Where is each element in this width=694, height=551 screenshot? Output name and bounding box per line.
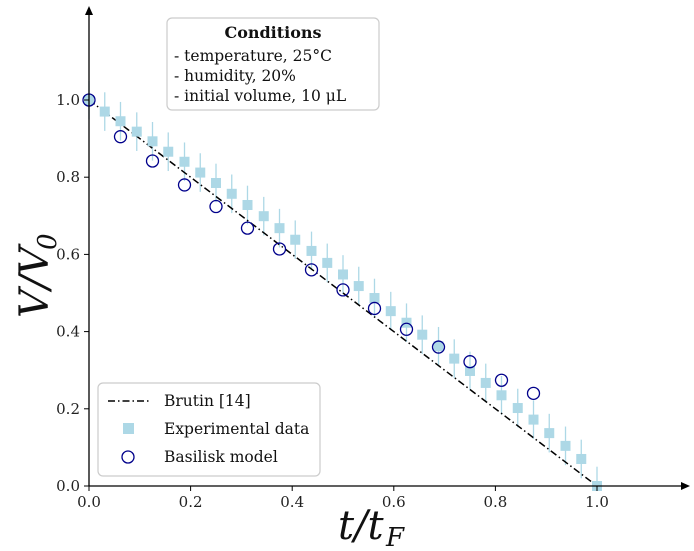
experimental-point xyxy=(226,188,237,199)
y-tick-label: 1.0 xyxy=(56,91,80,109)
experimental-point xyxy=(496,390,507,401)
experimental-point xyxy=(131,126,142,137)
basilisk-point xyxy=(240,221,255,235)
experimental-point xyxy=(147,136,158,147)
svg-text:t/t: t/t xyxy=(338,503,385,549)
experimental-point xyxy=(433,341,444,352)
x-axis-label: t/t F xyxy=(338,503,405,551)
experimental-point xyxy=(449,353,460,364)
experimental-point xyxy=(512,403,523,414)
basilisk-point xyxy=(526,386,541,401)
experimental-point xyxy=(258,211,269,222)
experimental-point xyxy=(544,428,555,439)
experimental-point xyxy=(353,281,364,292)
conditions-title: Conditions xyxy=(224,23,321,42)
series-brutin-line xyxy=(88,99,598,487)
experimental-point xyxy=(290,234,301,245)
basilisk-point xyxy=(177,178,192,192)
legend-label-brutin: Brutin [14] xyxy=(164,392,251,410)
x-tick-label: 0.8 xyxy=(483,493,507,511)
experimental-point xyxy=(211,177,221,188)
basilisk-point xyxy=(367,301,382,316)
basilisk-point xyxy=(399,322,414,336)
x-tick-label: 0.0 xyxy=(77,493,101,511)
basilisk-point xyxy=(463,355,477,369)
y-tick-label: 0.2 xyxy=(56,400,80,418)
experimental-point xyxy=(385,306,396,317)
basilisk-point xyxy=(145,154,160,168)
experimental-point xyxy=(195,167,206,178)
legend-marker-basilisk xyxy=(121,450,135,464)
experimental-point xyxy=(163,146,174,157)
x-tick-label: 1.0 xyxy=(585,493,609,511)
condition-humidity: - humidity, 20% xyxy=(174,67,296,85)
experimental-point xyxy=(417,329,428,340)
y-tick-label: 0.0 xyxy=(56,477,80,495)
experimental-point xyxy=(369,293,380,304)
experimental-point xyxy=(528,414,539,425)
basilisk-point xyxy=(494,373,509,387)
x-tick-label: 0.6 xyxy=(382,493,406,511)
condition-temperature: - temperature, 25°C xyxy=(174,47,332,65)
experimental-point xyxy=(179,156,190,167)
experimental-point xyxy=(306,245,317,256)
basilisk-point xyxy=(431,340,446,354)
basilisk-point xyxy=(209,199,223,214)
experimental-point xyxy=(99,106,110,117)
y-axis-label: V/V 0 xyxy=(12,233,63,318)
experimental-point xyxy=(560,440,571,451)
basilisk-point xyxy=(113,130,128,144)
y-axis-arrow-icon xyxy=(85,6,93,15)
experimental-point xyxy=(115,116,126,127)
y-tick-label: 0.4 xyxy=(56,323,80,341)
legend-label-basilisk: Basilisk model xyxy=(164,448,278,466)
svg-text:V/V: V/V xyxy=(12,243,58,318)
experimental-point xyxy=(274,223,285,234)
experimental-point xyxy=(480,377,491,388)
y-tick-label: 0.6 xyxy=(56,245,80,263)
x-tick-label: 0.2 xyxy=(179,493,203,511)
basilisk-point xyxy=(336,283,350,297)
experimental-point xyxy=(576,453,587,464)
experimental-point xyxy=(338,269,348,280)
svg-text:0: 0 xyxy=(33,233,63,250)
experimental-point xyxy=(465,365,475,376)
legend-label-experimental: Experimental data xyxy=(164,420,309,438)
x-axis-arrow-icon xyxy=(681,482,690,490)
legend: Brutin [14] Experimental data Basilisk m… xyxy=(97,382,321,477)
svg-text:F: F xyxy=(385,523,405,551)
x-tick-label: 0.4 xyxy=(280,493,304,511)
y-tick-label: 0.8 xyxy=(56,168,80,186)
basilisk-point xyxy=(304,263,319,277)
experimental-point xyxy=(242,199,253,210)
experimental-point xyxy=(322,257,333,268)
legend-marker-experimental xyxy=(123,423,134,434)
conditions-annotation: Conditions - temperature, 25°C - humidit… xyxy=(166,17,380,111)
basilisk-point xyxy=(272,242,287,256)
condition-volume: - initial volume, 10 μL xyxy=(174,87,346,105)
